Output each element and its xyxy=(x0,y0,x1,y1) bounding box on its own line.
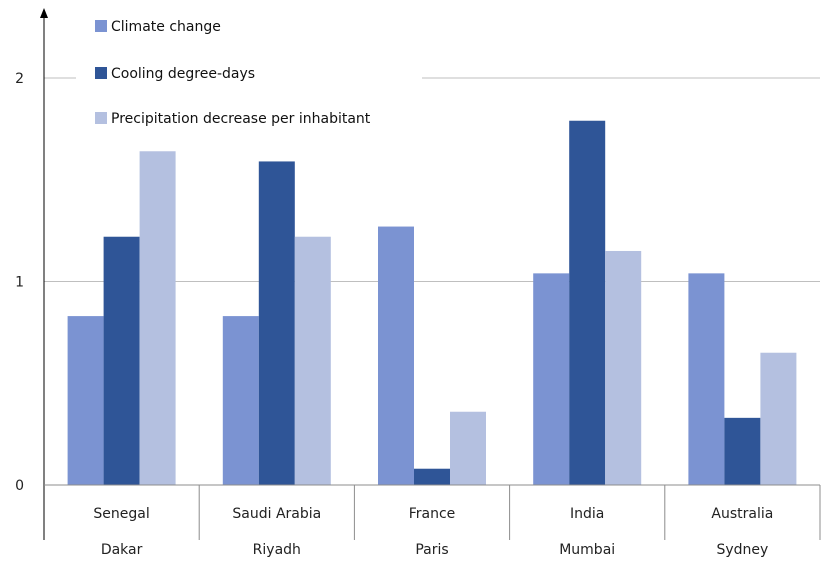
category-label-city: Riyadh xyxy=(253,542,301,558)
bar xyxy=(222,316,259,485)
bar xyxy=(450,411,486,485)
bar xyxy=(724,417,761,485)
category-label-city: Paris xyxy=(415,542,448,558)
y-tick-label: 1 xyxy=(15,275,24,291)
bar xyxy=(605,250,642,485)
y-tick-label: 0 xyxy=(15,478,24,494)
legend-label: Climate change xyxy=(111,19,221,35)
bar xyxy=(688,273,725,485)
bar xyxy=(414,468,450,485)
bar xyxy=(533,273,570,485)
category-label-country: France xyxy=(409,506,456,522)
category-label-city: Sydney xyxy=(716,542,768,558)
category-label-country: Saudi Arabia xyxy=(232,506,321,522)
legend-label: Cooling degree-days xyxy=(111,66,255,82)
legend-label: Precipitation decrease per inhabitant xyxy=(111,111,371,127)
category-label-country: Senegal xyxy=(93,506,149,522)
category-label-city: Mumbai xyxy=(559,542,615,558)
bars xyxy=(67,120,797,486)
bar xyxy=(67,316,104,485)
y-axis xyxy=(40,8,48,540)
category-label-country: Australia xyxy=(711,506,773,522)
legend-swatch xyxy=(95,20,107,32)
bar xyxy=(378,226,414,485)
legend-background xyxy=(76,54,422,104)
category-labels: Senegal Dakar Saudi Arabia Riyadh France Pari… xyxy=(93,506,773,558)
legend-swatch xyxy=(95,67,107,79)
bar xyxy=(294,236,331,485)
bar xyxy=(103,236,140,485)
bar xyxy=(258,161,295,485)
y-axis-arrow-icon xyxy=(40,8,48,18)
y-tick-label: 2 xyxy=(15,71,24,87)
bar xyxy=(760,352,797,485)
y-tick-labels: 0 1 2 xyxy=(15,71,24,494)
bar xyxy=(139,151,176,485)
category-label-country: India xyxy=(570,506,604,522)
x-axis xyxy=(44,484,821,540)
legend-swatch xyxy=(95,112,107,124)
bar xyxy=(569,120,606,486)
legend: Climate change Cooling degree-days Precipi… xyxy=(76,19,422,127)
category-label-city: Dakar xyxy=(101,542,143,558)
